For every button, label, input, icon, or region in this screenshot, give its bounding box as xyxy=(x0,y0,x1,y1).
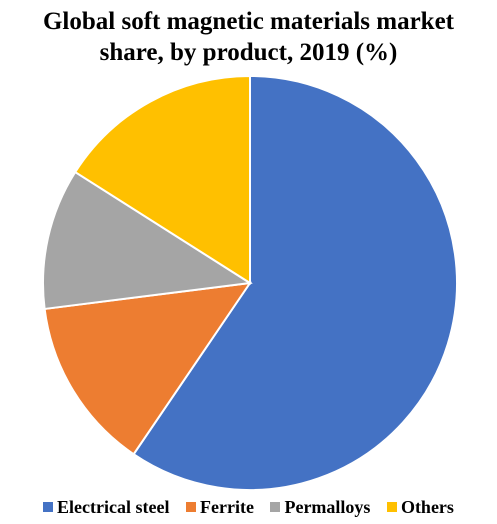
legend-label-electrical-steel: Electrical steel xyxy=(57,497,170,517)
pie-chart xyxy=(42,74,458,491)
legend-swatch-ferrite xyxy=(186,502,196,512)
legend-label-permalloys: Permalloys xyxy=(284,497,371,517)
pie-slice-electrical-steel xyxy=(132,74,458,491)
chart-legend: Electrical steel Ferrite Permalloys Othe… xyxy=(0,496,497,518)
legend-item-electrical-steel: Electrical steel xyxy=(43,496,170,518)
chart-title-line-2: share, by product, 2019 (%) xyxy=(99,39,398,66)
pie-slice-others xyxy=(73,74,251,285)
legend-label-ferrite: Ferrite xyxy=(200,497,254,517)
legend-item-others: Others xyxy=(386,496,454,518)
legend-item-permalloys: Permalloys xyxy=(270,496,370,518)
legend-swatch-electrical-steel xyxy=(43,502,54,512)
chart-title-line-1: Global soft magnetic materials market xyxy=(42,8,455,35)
legend-label-others: Others xyxy=(400,497,454,517)
chart-title: Global soft magnetic materials market sh… xyxy=(0,6,497,68)
legend-swatch-others xyxy=(386,502,397,512)
pie-slice-ferrite xyxy=(43,281,253,456)
legend-swatch-permalloys xyxy=(270,502,281,512)
legend-item-ferrite: Ferrite xyxy=(186,496,254,518)
pie-slice-permalloys xyxy=(42,170,253,311)
